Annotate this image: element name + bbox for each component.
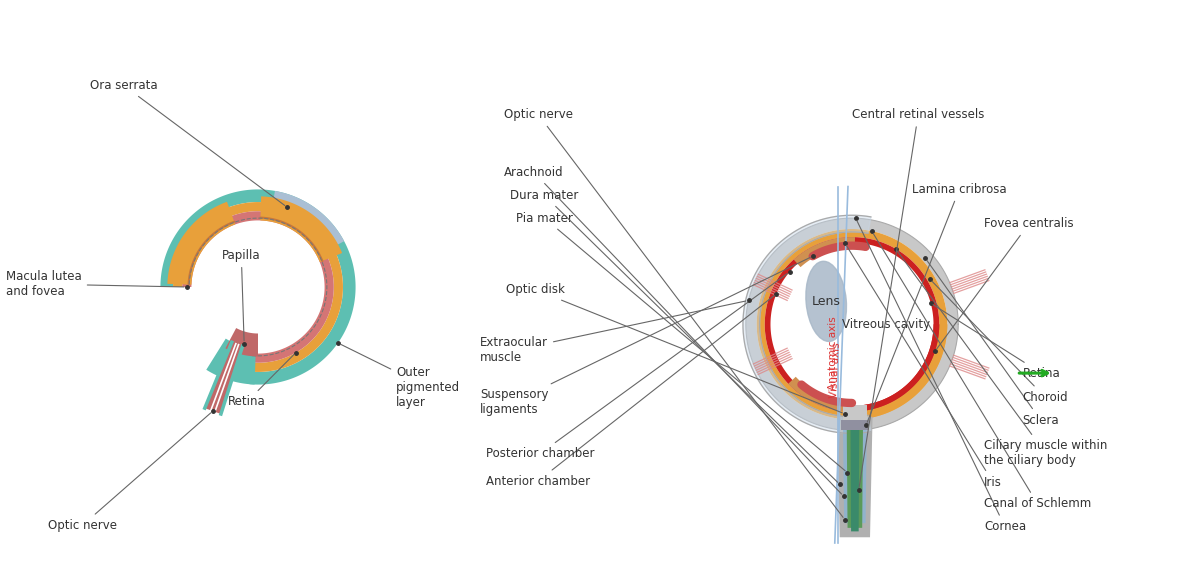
Polygon shape (788, 377, 848, 412)
Text: Optic nerve: Optic nerve (48, 413, 211, 532)
Polygon shape (852, 324, 940, 412)
Polygon shape (847, 417, 863, 528)
Polygon shape (167, 202, 235, 285)
Text: Canal of Schlemm: Canal of Schlemm (874, 234, 1091, 510)
Polygon shape (743, 215, 871, 433)
Text: Optic nerve: Optic nerve (504, 108, 844, 517)
Text: Ciliary muscle within
the ciliary body: Ciliary muscle within the ciliary body (898, 251, 1108, 467)
Polygon shape (757, 229, 947, 420)
Text: Central retinal vessels: Central retinal vessels (852, 108, 984, 487)
Text: Lamina cribrosa: Lamina cribrosa (868, 183, 1007, 422)
Text: Papilla: Papilla (222, 249, 260, 341)
Polygon shape (764, 237, 940, 412)
Text: Visual axis: Visual axis (829, 343, 842, 398)
Text: Fovea centralis: Fovea centralis (937, 218, 1074, 349)
Text: Dura mater: Dura mater (510, 189, 838, 482)
Ellipse shape (806, 261, 846, 342)
Circle shape (770, 243, 934, 406)
Polygon shape (272, 191, 344, 247)
Text: Optic disk: Optic disk (506, 284, 842, 413)
Text: Arachnoid: Arachnoid (504, 166, 841, 494)
Text: Vitreous cavity: Vitreous cavity (842, 318, 930, 331)
Polygon shape (161, 189, 355, 385)
Polygon shape (205, 342, 242, 414)
Polygon shape (173, 202, 343, 372)
Polygon shape (182, 211, 334, 363)
Text: Anterior chamber: Anterior chamber (486, 296, 774, 487)
Text: Outer
pigmented
layer: Outer pigmented layer (341, 344, 460, 409)
Text: Suspensory
ligaments: Suspensory ligaments (480, 257, 810, 416)
Polygon shape (838, 417, 872, 537)
Text: Iris: Iris (846, 246, 1002, 488)
Polygon shape (852, 324, 947, 420)
Text: Retina: Retina (228, 355, 294, 408)
Text: Posterior chamber: Posterior chamber (486, 274, 787, 460)
Text: Anatomic axis: Anatomic axis (828, 316, 838, 390)
Text: Extraocular
muscle: Extraocular muscle (480, 301, 746, 364)
Circle shape (192, 220, 324, 354)
Text: Retina: Retina (934, 305, 1060, 379)
Polygon shape (851, 417, 859, 532)
Text: Macula lutea
and fovea: Macula lutea and fovea (6, 270, 184, 298)
Polygon shape (206, 339, 256, 385)
Polygon shape (793, 237, 856, 267)
Text: Choroid: Choroid (932, 281, 1068, 404)
Text: Lens: Lens (811, 295, 841, 308)
Polygon shape (852, 324, 958, 430)
Text: Cornea: Cornea (857, 220, 1026, 533)
Bar (841, 420, 869, 430)
Text: Ora serrata: Ora serrata (90, 79, 284, 205)
Text: Sclera: Sclera (926, 261, 1060, 426)
Polygon shape (842, 417, 866, 523)
Polygon shape (260, 196, 342, 262)
Polygon shape (838, 405, 872, 422)
Polygon shape (226, 328, 258, 356)
Text: Pia mater: Pia mater (516, 212, 845, 471)
Polygon shape (746, 218, 958, 430)
